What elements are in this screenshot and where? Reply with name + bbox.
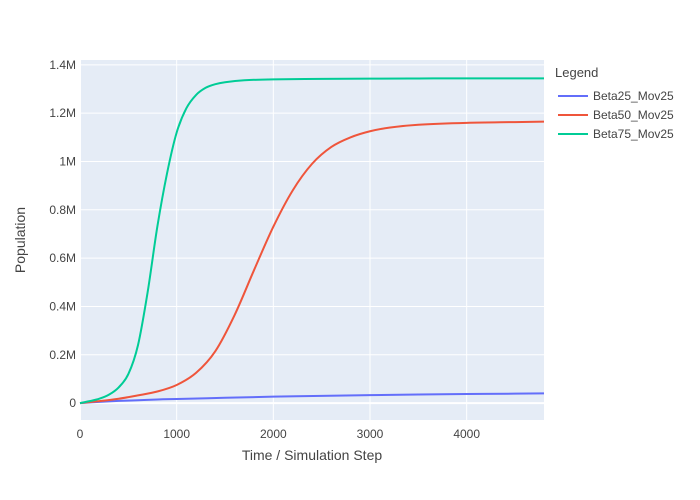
series-layer — [79, 77, 545, 405]
y-tick-label: 0.6M — [49, 251, 76, 265]
y-tick-label: 1M — [59, 154, 76, 168]
x-axis-title: Time / Simulation Step — [242, 447, 383, 463]
y-tick-label: 0.2M — [49, 348, 76, 362]
x-axis-ticks: 0 1000 2000 3000 4000 — [77, 427, 481, 441]
legend-item-beta25-mov25[interactable]: Beta25_Mov25 — [558, 89, 674, 103]
y-tick-label: 0 — [69, 396, 76, 410]
legend-item-beta75-mov25[interactable]: Beta75_Mov25 — [558, 127, 674, 141]
zero-line-layer — [79, 60, 544, 420]
plot-background — [80, 60, 544, 420]
y-axis-ticks: 0 0.2M 0.4M 0.6M 0.8M 1M 1.2M 1.4M — [49, 58, 76, 410]
y-tick-label: 1.4M — [49, 58, 76, 72]
series-line-beta25-mov25[interactable] — [79, 392, 545, 405]
legend-label: Beta25_Mov25 — [593, 89, 674, 103]
legend-label: Beta50_Mov25 — [593, 108, 674, 122]
legend-item-beta50-mov25[interactable]: Beta50_Mov25 — [558, 108, 674, 122]
series-line-beta50-mov25[interactable] — [79, 120, 545, 405]
x-tick-label: 1000 — [163, 427, 190, 441]
x-tick-label: 3000 — [357, 427, 384, 441]
y-tick-label: 0.4M — [49, 299, 76, 313]
legend[interactable]: Legend Beta25_Mov25 Beta50_Mov25 Beta75_Mo… — [555, 65, 674, 141]
x-tick-label: 4000 — [453, 427, 480, 441]
y-axis-title: Population — [12, 207, 28, 273]
series-line-beta75-mov25[interactable] — [79, 77, 545, 405]
legend-label: Beta75_Mov25 — [593, 127, 674, 141]
x-tick-label: 0 — [77, 427, 84, 441]
legend-title: Legend — [555, 65, 598, 80]
grid-layer — [80, 60, 544, 420]
y-tick-label: 1.2M — [49, 106, 76, 120]
x-tick-label: 2000 — [260, 427, 287, 441]
y-tick-label: 0.8M — [49, 203, 76, 217]
